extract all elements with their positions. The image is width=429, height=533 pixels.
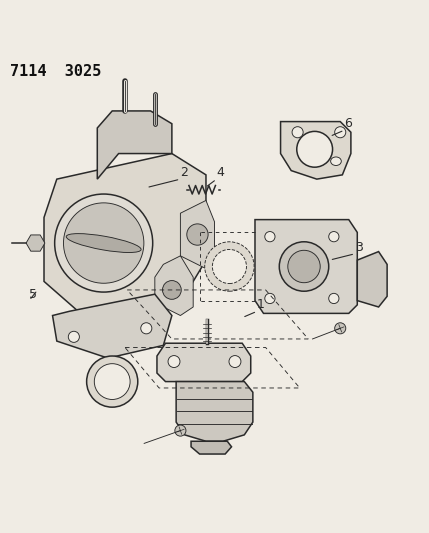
Polygon shape <box>52 294 172 358</box>
Text: 2: 2 <box>181 166 188 179</box>
Circle shape <box>63 203 144 283</box>
Circle shape <box>279 242 329 291</box>
Circle shape <box>63 203 144 283</box>
Polygon shape <box>44 154 206 324</box>
Polygon shape <box>281 122 351 179</box>
Circle shape <box>94 364 130 399</box>
Polygon shape <box>97 111 172 179</box>
Circle shape <box>288 251 320 282</box>
Circle shape <box>329 293 339 304</box>
Circle shape <box>68 332 79 342</box>
Circle shape <box>329 231 339 242</box>
Circle shape <box>292 127 303 138</box>
Text: 7114  3025: 7114 3025 <box>10 64 101 79</box>
Polygon shape <box>155 256 193 316</box>
Polygon shape <box>191 441 232 454</box>
Ellipse shape <box>66 233 141 253</box>
Polygon shape <box>181 200 214 269</box>
Polygon shape <box>157 343 251 382</box>
Circle shape <box>265 293 275 304</box>
Circle shape <box>335 127 346 138</box>
Circle shape <box>297 132 332 167</box>
Circle shape <box>175 425 186 436</box>
Circle shape <box>163 280 181 300</box>
Text: 3: 3 <box>355 241 363 254</box>
Polygon shape <box>26 235 45 251</box>
Circle shape <box>54 194 153 292</box>
Circle shape <box>212 249 247 284</box>
Polygon shape <box>255 220 357 313</box>
Circle shape <box>54 194 153 292</box>
Circle shape <box>229 356 241 368</box>
Circle shape <box>205 242 254 291</box>
Ellipse shape <box>66 233 141 253</box>
Text: 1: 1 <box>257 298 265 311</box>
Polygon shape <box>176 382 253 441</box>
Text: 6: 6 <box>344 117 352 130</box>
Circle shape <box>141 323 152 334</box>
Circle shape <box>168 356 180 368</box>
Polygon shape <box>357 252 387 307</box>
Circle shape <box>335 323 346 334</box>
Circle shape <box>187 224 208 245</box>
Text: 4: 4 <box>217 166 224 179</box>
Ellipse shape <box>331 157 341 165</box>
Text: 5: 5 <box>29 288 37 301</box>
Circle shape <box>265 231 275 242</box>
Circle shape <box>87 356 138 407</box>
